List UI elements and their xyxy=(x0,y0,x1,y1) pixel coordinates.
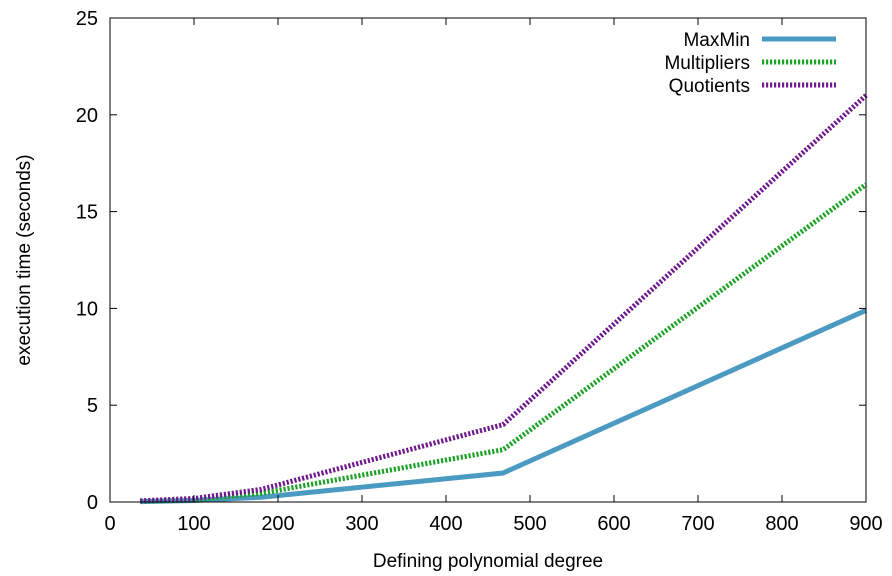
x-tick-label: 900 xyxy=(849,513,882,535)
legend-label-quotients: Quotients xyxy=(669,76,750,97)
legend-label-multipliers: Multipliers xyxy=(664,53,750,74)
y-tick-label: 5 xyxy=(87,395,98,417)
y-tick-label: 10 xyxy=(76,298,98,320)
series-line-maxmin xyxy=(140,308,868,505)
y-tick-label: 0 xyxy=(87,492,98,514)
y-tick-label: 15 xyxy=(76,202,98,224)
y-axis-label: execution time (seconds) xyxy=(14,154,35,365)
x-tick-label: 200 xyxy=(261,513,294,535)
y-tick-label: 20 xyxy=(76,105,98,127)
series-line-quotients xyxy=(140,93,868,504)
x-tick-label: 500 xyxy=(513,513,546,535)
legend-label-maxmin: MaxMin xyxy=(683,30,750,51)
x-tick-label: 300 xyxy=(345,513,378,535)
series-line-multipliers xyxy=(140,182,868,504)
y-tick-label: 25 xyxy=(76,8,98,30)
x-axis-label: Defining polynomial degree xyxy=(373,551,603,572)
x-tick-label: 800 xyxy=(765,513,798,535)
x-tick-label: 100 xyxy=(177,513,210,535)
x-tick-label: 0 xyxy=(104,513,115,535)
x-tick-label: 600 xyxy=(597,513,630,535)
x-tick-label: 400 xyxy=(429,513,462,535)
ticks-layer: 0 100 200 300 400 500 600 700 800 900 0 5 10 15 20 25 xyxy=(76,8,883,535)
x-tick-label: 700 xyxy=(681,513,714,535)
plot-frame xyxy=(109,17,867,503)
